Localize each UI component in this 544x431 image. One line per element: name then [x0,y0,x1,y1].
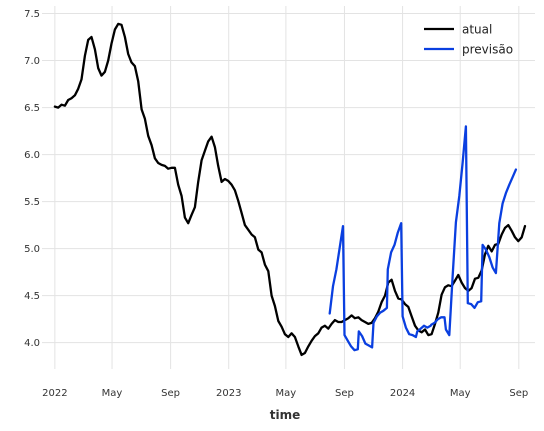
x-axis-ticks: 2022 May Sep 2023 May Sep 2024 May Sep [42,388,528,399]
y-tick-label: 6.0 [24,150,40,161]
y-tick-label: 5.0 [24,244,40,255]
y-tick-label: 4.0 [24,338,40,349]
x-tick-label: Sep [509,388,528,399]
y-tick-label: 4.5 [24,291,40,302]
x-tick-label: Sep [161,388,180,399]
x-tick-label: May [102,388,123,399]
y-tick-label: 5.5 [24,197,40,208]
x-tick-label: Sep [335,388,354,399]
x-tick-label: 2024 [390,388,415,399]
x-tick-label: May [450,388,471,399]
series-layer [53,22,527,357]
grid-lines [42,6,535,369]
y-tick-label: 6.5 [24,103,40,114]
legend-label: previsão [462,43,513,57]
x-tick-label: May [276,388,297,399]
x-tick-label: 2022 [42,388,67,399]
y-axis-ticks: 4.0 4.5 5.0 5.5 6.0 6.5 7.0 7.5 [24,9,40,349]
series-line-previsão [328,125,518,352]
legend: atual previsão [424,23,513,57]
x-axis-title: time [270,408,301,422]
series-line-atual [53,22,527,357]
y-tick-label: 7.0 [24,56,40,67]
y-tick-label: 7.5 [24,9,40,20]
x-tick-label: 2023 [216,388,241,399]
legend-label: atual [462,23,492,37]
